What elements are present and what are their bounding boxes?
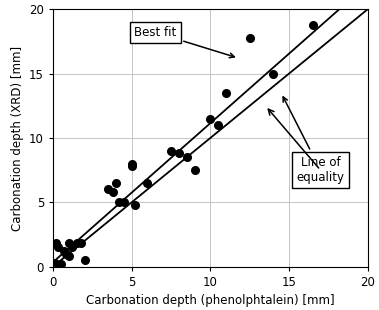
Point [191,168,198,173]
Point [113,180,119,185]
X-axis label: Carbonation depth (phenolphtalein) [mm]: Carbonation depth (phenolphtalein) [mm] [86,294,335,307]
Point [207,116,213,121]
Y-axis label: Carbonation depth (XRD) [mm]: Carbonation depth (XRD) [mm] [11,45,23,231]
Point [61,249,67,254]
Point [81,258,88,263]
Point [74,241,80,246]
Point [247,35,253,40]
Point [168,148,174,153]
Point [132,202,138,207]
Point [69,245,75,250]
Point [110,189,116,194]
Point [52,260,58,265]
Point [184,155,190,160]
Point [63,251,69,256]
Point [270,71,276,76]
Point [128,164,135,169]
Point [66,241,72,246]
Point [105,187,111,192]
Point [116,200,122,205]
Point [310,22,316,27]
Point [128,161,135,166]
Text: Best fit: Best fit [134,26,234,58]
Point [215,123,221,128]
Point [66,254,72,259]
Text: Line of
equality: Line of equality [283,97,345,184]
Point [121,200,127,205]
Point [144,180,150,185]
Point [58,262,64,267]
Point [53,241,59,246]
Point [176,151,182,156]
Point [55,245,61,250]
Point [78,241,85,246]
Point [223,91,229,95]
